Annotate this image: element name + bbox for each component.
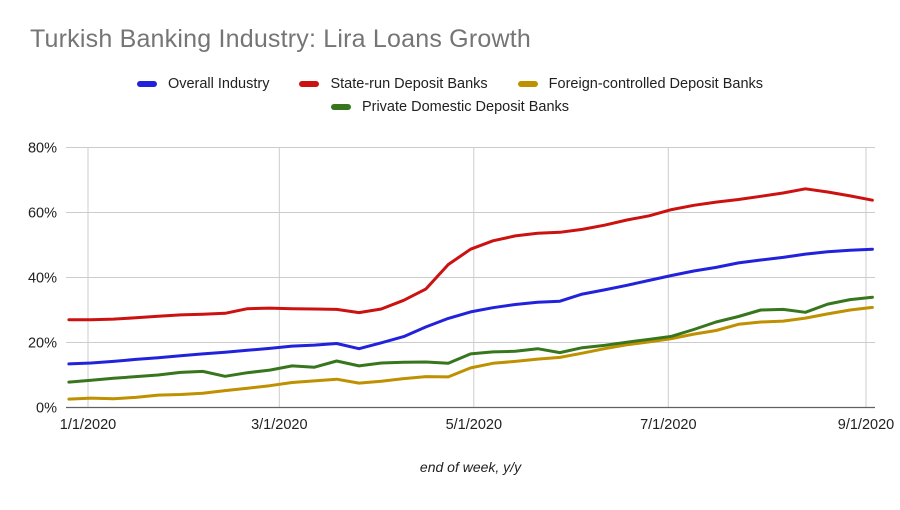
series-line-overall-industry [67,247,874,366]
y-tick-label: 40% [28,271,57,287]
y-tick-label: 80% [28,141,57,157]
legend-label: State-run Deposit Banks [330,76,488,92]
x-tick-label: 7/1/2020 [640,417,696,433]
legend-label: Overall Industry [167,76,270,92]
y-tick-label: 60% [28,206,57,222]
legend-label: Private Domestic Deposit Banks [361,99,570,115]
x-tick-label: 1/1/2020 [60,417,116,433]
legend-swatch-icon [517,81,538,87]
legend-row: Overall Industry State-run Deposit Banks F… [136,74,764,94]
legend-swatch-icon [136,81,157,87]
y-tick-label: 20% [28,336,57,352]
legend-swatch-icon [299,81,320,87]
legend-item-state-run-deposit-banks: State-run Deposit Banks [299,74,488,94]
legend-item-overall-industry: Overall Industry [136,74,270,94]
legend-swatch-icon [330,104,351,110]
legend: Overall Industry State-run Deposit Banks F… [0,74,900,117]
x-tick-label: 3/1/2020 [251,417,307,433]
x-axis-title: end of week, y/y [419,459,522,475]
legend-item-foreign-controlled-deposit-banks: Foreign-controlled Deposit Banks [517,74,764,94]
legend-row: Private Domestic Deposit Banks [330,97,570,117]
legend-label: Foreign-controlled Deposit Banks [548,76,764,92]
series-line-private-domestic-deposit-banks [67,295,874,384]
y-tick-label: 0% [36,401,57,417]
series-line-foreign-controlled-deposit-banks [67,305,874,401]
x-tick-label: 9/1/2020 [838,417,894,433]
legend-item-private-domestic-deposit-banks: Private Domestic Deposit Banks [330,97,570,117]
series-line-state-run-deposit-banks [67,187,874,322]
chart-title: Turkish Banking Industry: Lira Loans Gro… [30,25,531,53]
x-tick-label: 5/1/2020 [446,417,502,433]
